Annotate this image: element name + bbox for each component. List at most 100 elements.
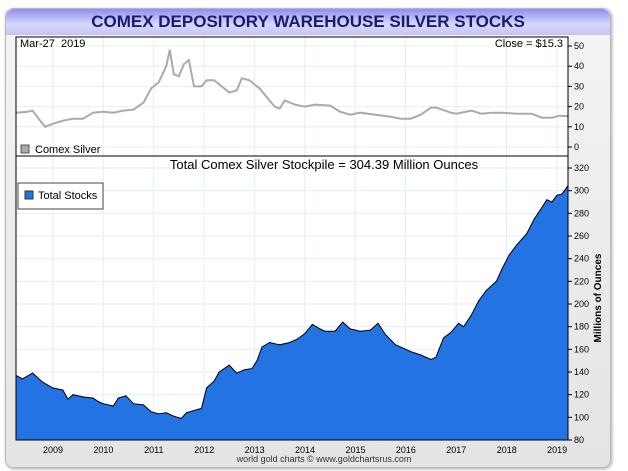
- stocks-point: [193, 410, 195, 412]
- x-tick-label: 2015: [345, 445, 365, 455]
- stocks-point: [228, 364, 230, 366]
- stocks-point: [158, 413, 160, 415]
- silver-point: [293, 103, 296, 106]
- silver-point: [200, 85, 203, 88]
- stocks-point: [342, 321, 344, 323]
- x-tick-label: 2013: [245, 445, 265, 455]
- silver-point: [258, 87, 261, 90]
- stocks-point: [324, 330, 326, 332]
- stocks-point: [334, 330, 336, 332]
- stocks-y-tick-label: 320: [574, 163, 589, 173]
- stocks-point: [32, 372, 34, 374]
- stocks-point: [495, 280, 497, 282]
- stocks-point: [435, 356, 437, 358]
- silver-point: [92, 111, 94, 114]
- silver-point: [168, 49, 171, 51]
- stocks-point: [82, 396, 84, 398]
- silver-point: [329, 104, 331, 107]
- silver-line: [15, 49, 569, 128]
- silver-y-tick-label: 50: [574, 41, 584, 51]
- silver-point: [399, 117, 402, 120]
- silver-point: [435, 106, 437, 109]
- stocks-y-tick-label: 140: [574, 367, 589, 377]
- x-tick-label: 2016: [396, 445, 416, 455]
- silver-point: [430, 106, 432, 109]
- stocks-y-tick-label: 200: [574, 299, 589, 309]
- axes: 2009 2010 2011 2012 2013 2014 2015 2016 2017 2018…: [43, 41, 589, 455]
- stocks-y-tick-label: 260: [574, 231, 589, 241]
- stocks-point: [243, 369, 245, 371]
- silver-point: [500, 111, 503, 114]
- silver-point: [62, 119, 64, 122]
- silver-point: [480, 112, 483, 115]
- stocks-point: [173, 415, 175, 417]
- stocks-point: [251, 368, 253, 370]
- silver-point: [551, 116, 553, 119]
- silver-point: [165, 65, 168, 67]
- stocks-legend-label: Total Stocks: [38, 190, 98, 202]
- silver-point: [558, 114, 561, 117]
- footer-credit: world gold charts © www.goldchartsrus.co…: [236, 454, 412, 464]
- silver-point: [150, 87, 152, 90]
- stocks-point: [143, 404, 145, 406]
- stocks-point: [185, 412, 187, 414]
- silver-point: [205, 79, 208, 82]
- stocks-point: [62, 389, 64, 391]
- stocks-point: [22, 378, 24, 380]
- x-tick-label: 2010: [93, 445, 113, 455]
- x-tick-label: 2017: [446, 445, 466, 455]
- stocks-y-tick-label: 180: [574, 322, 589, 332]
- stocks-point: [42, 381, 44, 383]
- stocks-point: [150, 411, 152, 413]
- chart-title: COMEX DEPOSITORY WAREHOUSE SILVER STOCKS: [6, 9, 610, 35]
- stocks-point: [556, 194, 558, 196]
- silver-point: [157, 81, 160, 84]
- x-tick-label: 2019: [547, 445, 567, 455]
- silver-point: [374, 113, 377, 116]
- silver-point: [304, 105, 306, 108]
- stocks-y-tick-label: 100: [574, 412, 589, 422]
- stocks-point: [458, 322, 460, 324]
- stocks-point: [311, 323, 313, 325]
- date-label: Mar-27 2019: [20, 38, 85, 50]
- silver-point: [490, 111, 493, 114]
- stocks-area: [16, 185, 568, 440]
- silver-point: [455, 112, 457, 115]
- silver-point: [44, 126, 47, 128]
- stocks-point: [385, 334, 387, 336]
- stocks-point: [516, 244, 518, 246]
- silver-point: [278, 107, 281, 110]
- stocks-point: [541, 207, 543, 209]
- plot-border: [15, 36, 569, 441]
- stocks-point: [236, 372, 238, 374]
- stocks-point: [97, 400, 99, 402]
- stocks-point: [112, 405, 114, 407]
- stocks-point: [359, 330, 361, 332]
- silver-point: [183, 63, 185, 65]
- silver-point: [359, 111, 362, 114]
- stocks-point: [478, 300, 480, 302]
- silver-point: [283, 99, 286, 102]
- silver-point: [268, 99, 271, 102]
- stocks-point: [201, 407, 203, 409]
- x-tick-label: 2012: [194, 445, 214, 455]
- stocks-point: [67, 398, 69, 400]
- silver-point: [389, 115, 392, 118]
- silver-point: [349, 113, 352, 116]
- stocks-y-tick-label: 240: [574, 254, 589, 264]
- stocks-y-tick-label: 220: [574, 276, 589, 286]
- silver-point: [248, 79, 251, 82]
- stocks-point: [52, 387, 54, 389]
- stocks-point: [296, 338, 298, 340]
- stocks-point: [395, 344, 397, 346]
- stocks-point: [546, 199, 548, 201]
- stocks-point: [551, 201, 553, 203]
- silver-point: [213, 79, 215, 82]
- stocks-point: [304, 332, 306, 334]
- silver-point: [273, 105, 276, 108]
- stocks-point: [72, 394, 74, 396]
- stocks-point: [369, 329, 371, 331]
- stocks-point: [125, 395, 127, 397]
- stocks-point: [430, 359, 432, 361]
- stocks-legend-swatch: [24, 190, 34, 200]
